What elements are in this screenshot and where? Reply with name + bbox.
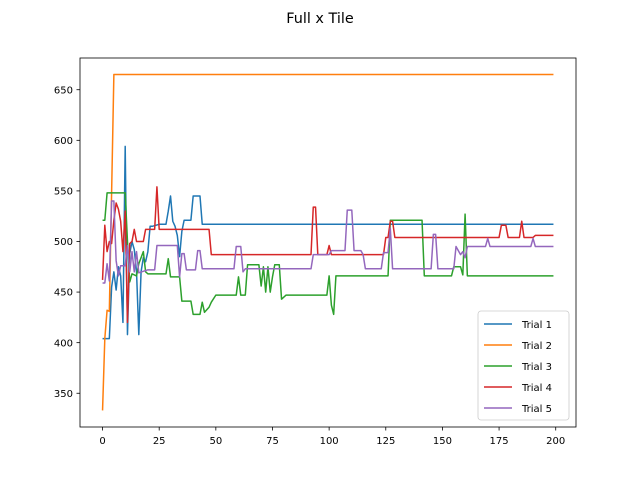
series-line-trial-5	[102, 200, 554, 284]
x-tick-label: 100	[320, 436, 339, 447]
series-layer	[101, 73, 554, 411]
series-line-trial-2	[101, 73, 554, 411]
legend-label-trial-5: Trial 5	[521, 404, 552, 415]
x-tick-label: 175	[490, 436, 509, 447]
x-tick-label: 25	[153, 436, 166, 447]
x-tick-label: 200	[546, 436, 565, 447]
plot-frame	[79, 57, 577, 428]
y-tick-label: 500	[54, 237, 73, 248]
legend-label-trial-1: Trial 1	[521, 320, 552, 331]
x-tick-label: 0	[99, 436, 105, 447]
y-tick-label: 650	[54, 85, 73, 96]
legend-label-trial-3: Trial 3	[521, 362, 552, 373]
legend: Trial 1 Trial 2 Trial 3 Trial 4 Trial 5	[477, 310, 570, 421]
chart-title: Full x Tile	[286, 11, 354, 27]
series-line-trial-3	[102, 192, 554, 316]
y-tick-label: 350	[54, 389, 73, 400]
x-tick-label: 150	[433, 436, 452, 447]
x-tick-label: 125	[376, 436, 395, 447]
axes-layer: 0 25 50 75 100 125 150 175 200 350 400 450 500 550 600…	[54, 57, 577, 447]
legend-label-trial-2: Trial 2	[521, 341, 552, 352]
y-tick-label: 600	[54, 136, 73, 147]
y-tick-label: 450	[54, 288, 73, 299]
legend-box	[477, 310, 570, 421]
x-tick-label: 50	[209, 436, 222, 447]
legend-label-trial-4: Trial 4	[521, 383, 552, 394]
series-line-trial-4	[101, 186, 554, 324]
x-tick-label: 75	[266, 436, 279, 447]
y-tick-label: 400	[54, 338, 73, 349]
y-tick-label: 550	[54, 186, 73, 197]
